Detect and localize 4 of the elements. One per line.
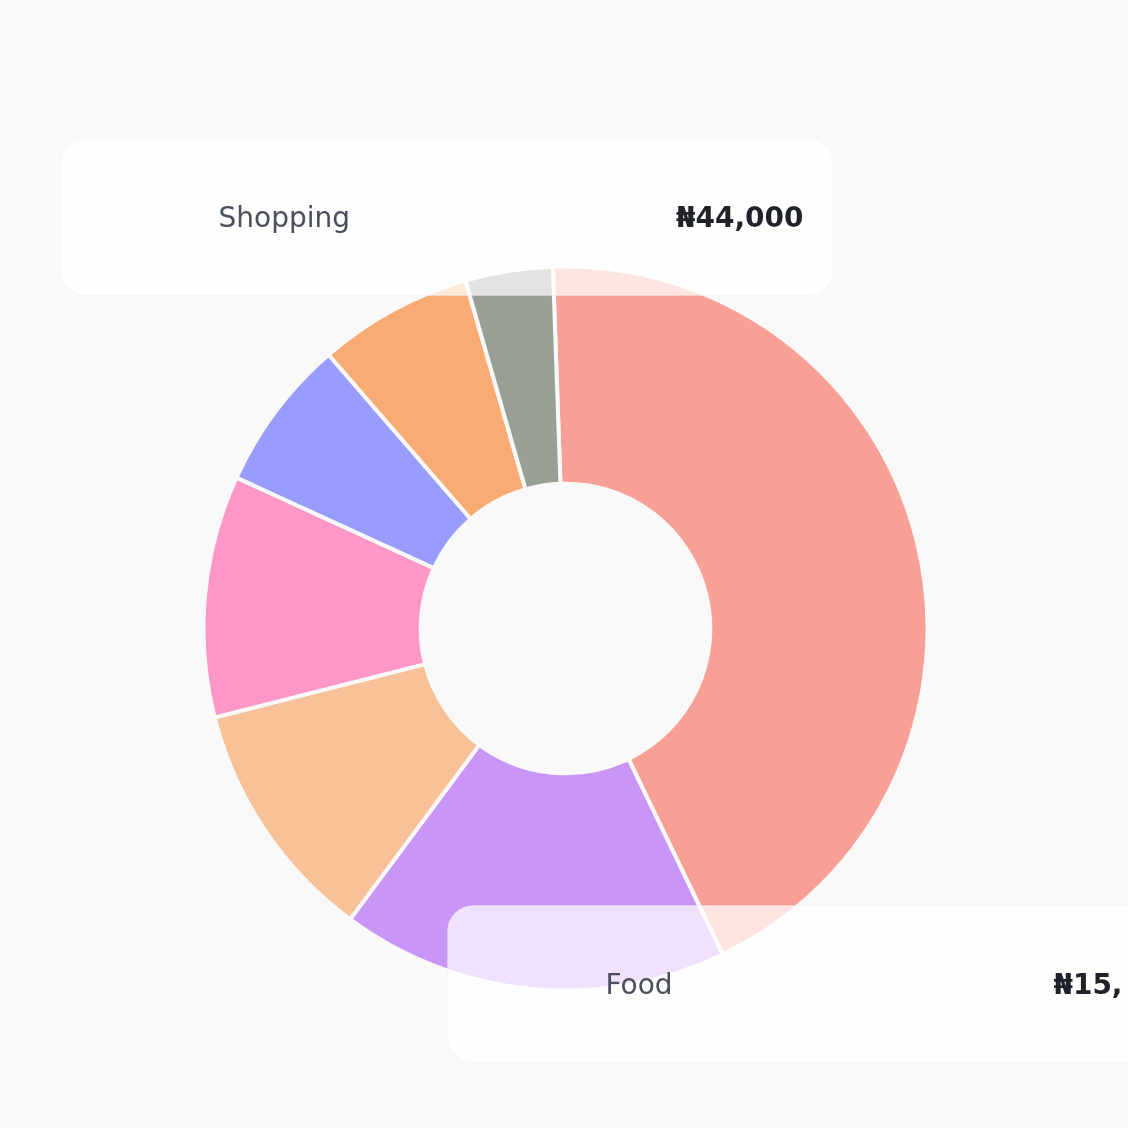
text: ₦44,000 [675,200,804,234]
text: Food [605,967,673,1001]
text: Shopping [218,200,350,234]
text: ₦15, [1053,967,1123,1001]
